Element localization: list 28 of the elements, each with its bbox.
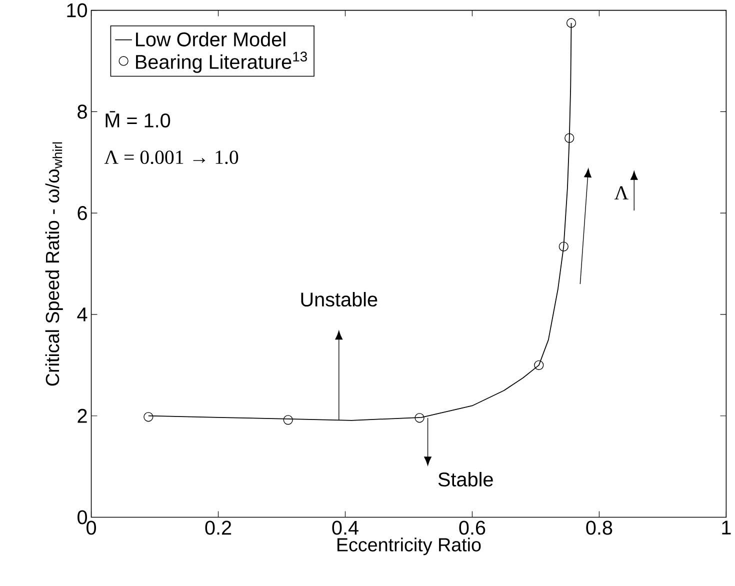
point [534,360,544,370]
y-tick-label: 8 [78,104,87,119]
y-tick-label: 0 [78,510,88,524]
point [564,133,574,144]
legend-label: Bearing Literature$^{13}$ [136,52,307,74]
x-tick-label: 0 [86,520,96,535]
annotation: Λ = 0.001 → 1.0 [104,150,238,164]
y-tick-label: 4 [77,308,88,322]
x-tick-label: 0.4 [332,520,358,535]
legend-label: Low Order Model [136,32,286,47]
annotation: M̄ = 1.0 [106,111,170,128]
x-tick-label: 0.2 [205,520,232,535]
x-axis-title: Eccentricity Ratio [337,538,481,556]
point [283,415,293,425]
annotation: Λ [614,186,628,200]
y-tick-label: 6 [78,206,87,220]
x-tick-label: 0.8 [586,520,612,535]
annotation: Unstable [301,292,378,307]
annotation: Stable [438,472,493,487]
point [144,412,154,422]
x-tick-label: 0.6 [459,520,486,535]
point [414,413,424,423]
point [558,242,568,252]
y-axis-title: Critical Speed Ratio - ω/ω$_{whirl}$ [45,142,63,386]
y-tick-label: 10 [67,3,88,18]
y-tick-label: 2 [78,409,87,423]
x-tick-label: 1 [722,520,731,535]
point [566,18,576,28]
